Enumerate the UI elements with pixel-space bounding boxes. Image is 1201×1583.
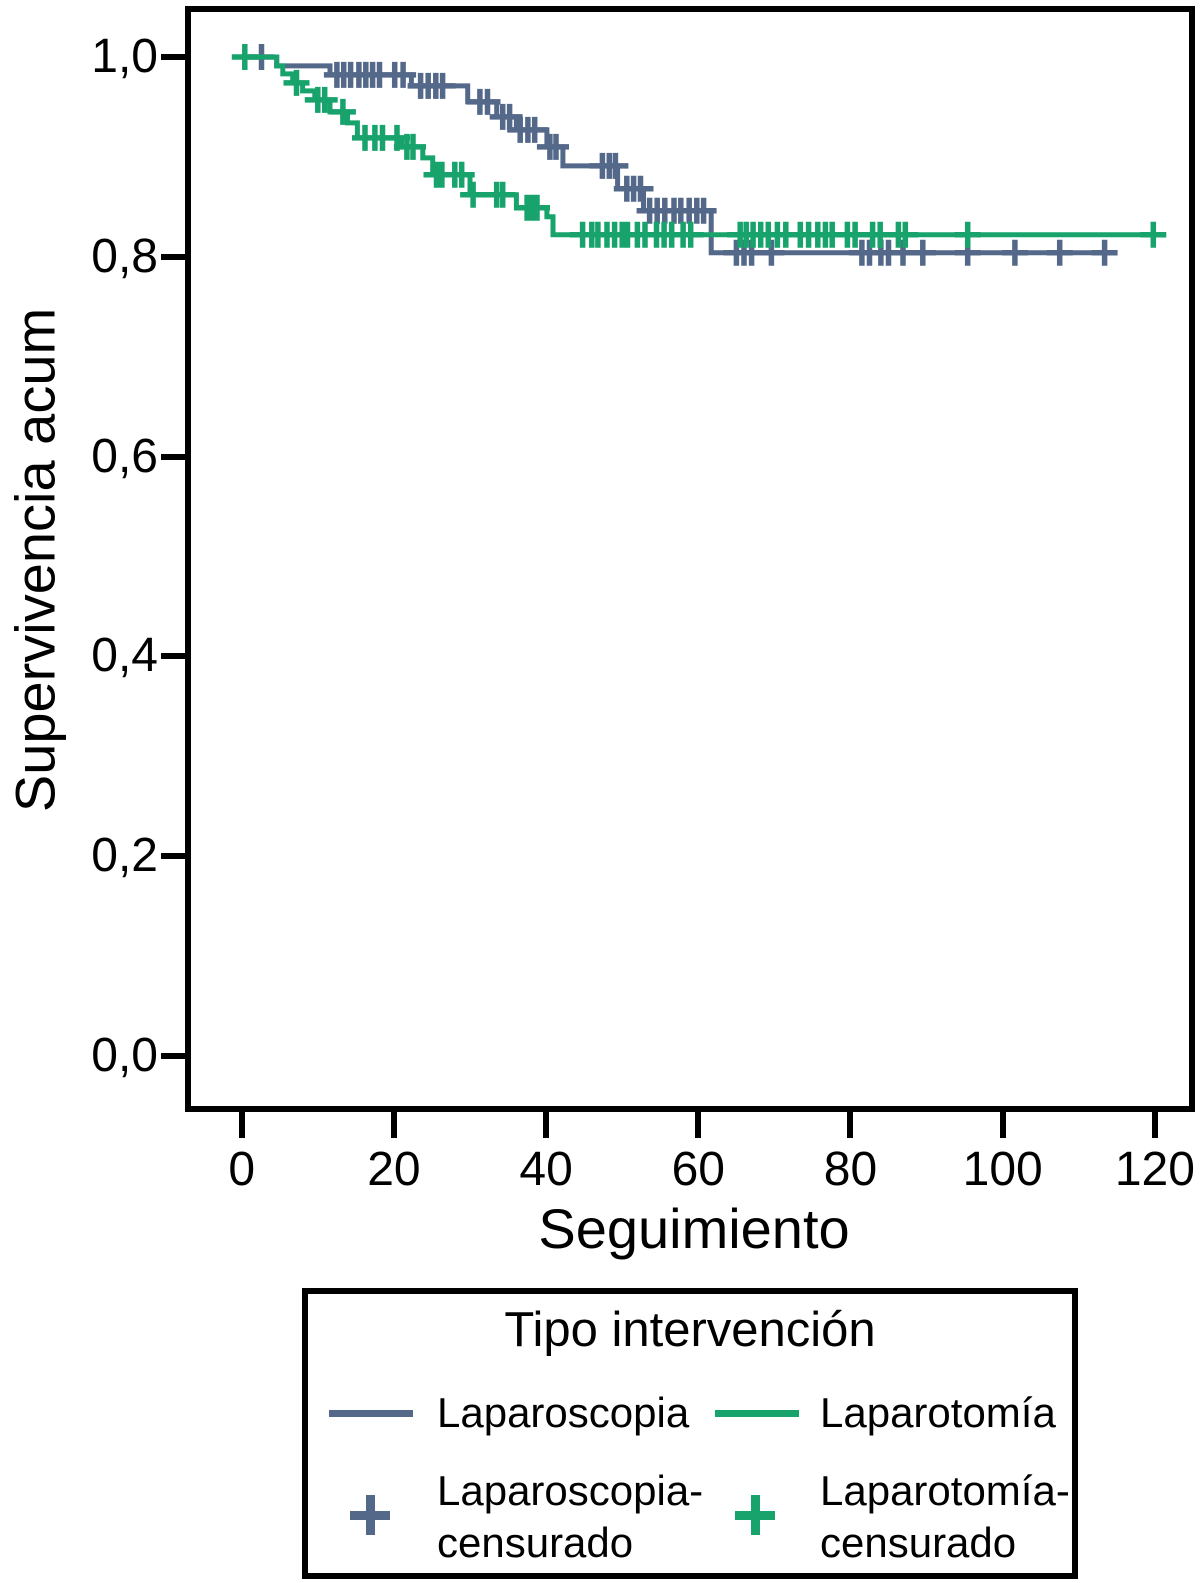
y-axis-tick [161, 1053, 189, 1060]
legend-line-swatch-laparoscopia [329, 1389, 413, 1437]
x-axis-tick [695, 1110, 702, 1138]
legend-label-laparotomia: Laparotomía [820, 1389, 1056, 1436]
y-tick-label: 0,6 [91, 429, 158, 483]
legend-label-laparoscopia-censored: Laparoscopia- censurado [437, 1465, 703, 1569]
legend-plus-icon-laparoscopia-censored [350, 1495, 390, 1535]
x-tick-label: 0 [228, 1143, 256, 1196]
x-axis-tick [543, 1110, 550, 1138]
y-axis-title: Supervivencia acum [3, 307, 67, 813]
legend-label-line2: censurado [820, 1519, 1017, 1566]
plot-frame [185, 6, 1195, 1112]
legend-label-line1: Laparotomía- [820, 1467, 1070, 1514]
plus-vertical-bar [751, 1495, 760, 1535]
x-axis-tick [238, 1110, 245, 1138]
series-laparotomia [231, 44, 1167, 248]
y-tick-label: 0,4 [91, 629, 158, 683]
x-axis-title: Seguimiento [538, 1197, 850, 1260]
legend-label-line1: Laparoscopia- [437, 1467, 704, 1514]
x-tick-label: 120 [1114, 1143, 1195, 1196]
x-axis-tick [390, 1110, 397, 1138]
legend-line-swatch-bar [715, 1410, 799, 1417]
x-tick-label: 80 [823, 1143, 878, 1196]
x-tick-label: 40 [519, 1143, 573, 1196]
plus-vertical-bar [366, 1495, 375, 1535]
y-axis-tick [161, 253, 189, 260]
legend-plus-icon-laparotomia-censored [735, 1495, 775, 1535]
y-tick-label: 0,2 [91, 829, 158, 883]
legend-title: Tipo intervención [504, 1303, 876, 1357]
legend-line-swatch-laparotomia [715, 1389, 799, 1437]
y-axis-tick [161, 853, 189, 860]
legend-label-laparotomia-censored: Laparotomía- censurado [820, 1465, 1070, 1569]
y-axis-tick [161, 53, 189, 60]
y-axis-tick [161, 453, 189, 460]
x-axis-tick [847, 1110, 854, 1138]
legend-box: Tipo intervención Laparoscopia Laparotom… [302, 1288, 1078, 1579]
y-tick-label: 0,0 [91, 1029, 158, 1083]
x-tick-label: 100 [962, 1143, 1043, 1196]
legend-line-swatch-bar [329, 1410, 413, 1417]
x-tick-label: 60 [671, 1143, 725, 1196]
legend-label-laparoscopia: Laparoscopia [437, 1389, 690, 1436]
y-axis-tick [161, 653, 189, 660]
y-tick-label: 0,8 [91, 229, 158, 283]
x-tick-label: 20 [367, 1143, 421, 1196]
legend-label-line2: censurado [437, 1519, 634, 1566]
x-axis-tick [999, 1110, 1006, 1138]
x-axis-tick [1151, 1110, 1158, 1138]
y-tick-label: 1,0 [91, 29, 158, 83]
plot-area [231, 44, 1167, 266]
censor-marks-laparotomia [231, 44, 1167, 248]
